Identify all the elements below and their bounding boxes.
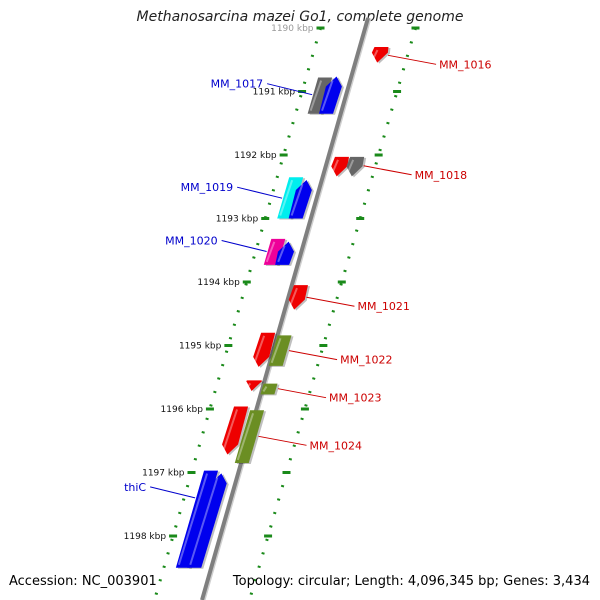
gene-feature[interactable] — [346, 156, 367, 178]
gene-callout[interactable]: thiC — [124, 481, 196, 499]
gene-highlight — [236, 412, 255, 461]
outer-guide-ring — [153, 27, 322, 600]
callout-leader — [288, 350, 338, 361]
kbp-tick-label: 1191 kbp — [253, 88, 296, 98]
gene-body — [288, 285, 308, 310]
gene-callout[interactable]: MM_1023 — [277, 388, 382, 405]
gene-highlight — [246, 382, 252, 388]
gene-body — [187, 473, 227, 568]
gene-callout[interactable]: MM_1018 — [363, 165, 467, 182]
callout-label: thiC — [124, 481, 146, 494]
gene-highlight — [265, 241, 276, 263]
callout-label: MM_1022 — [340, 354, 392, 367]
gene-feature[interactable] — [187, 473, 229, 569]
gene-body — [275, 241, 295, 265]
gene-feature[interactable] — [263, 238, 288, 266]
kbp-tick-label: 1196 kbp — [161, 405, 204, 415]
gene-feature[interactable] — [253, 332, 278, 368]
genome-summary: Topology: circular; Length: 4,096,345 bp… — [232, 574, 590, 589]
callout-leader — [306, 296, 355, 307]
gene-feature[interactable] — [371, 47, 391, 64]
gene-highlight — [270, 338, 282, 364]
gene-feature[interactable] — [246, 380, 265, 392]
callout-leader — [258, 435, 307, 446]
callout-label: MM_1016 — [439, 58, 491, 71]
gene-callout[interactable]: MM_1016 — [387, 54, 492, 71]
gene-callout[interactable]: MM_1024 — [258, 435, 362, 452]
gene-feature[interactable] — [268, 335, 294, 367]
genome-backbone — [200, 17, 370, 600]
callout-label: MM_1020 — [165, 235, 217, 248]
gene-highlight — [290, 183, 304, 216]
gene-highlight — [289, 287, 298, 307]
gene-feature[interactable] — [222, 406, 251, 456]
gene-callout[interactable]: MM_1020 — [165, 235, 267, 253]
gene-body — [331, 156, 349, 177]
gene-body — [319, 76, 342, 114]
gene-highlight — [189, 477, 219, 566]
gene-callout[interactable]: MM_1022 — [288, 350, 393, 367]
gene-body — [260, 383, 278, 395]
gene-body — [175, 470, 219, 568]
gene-highlight — [331, 159, 339, 173]
callout-label: MM_1021 — [357, 300, 409, 313]
accession-label: Accession: NC_003901 — [9, 574, 157, 589]
callout-leader — [277, 388, 327, 399]
gene-feature[interactable] — [260, 383, 280, 396]
kbp-tick-label: 1197 kbp — [142, 469, 185, 479]
kbp-tick-label: 1198 kbp — [124, 532, 167, 542]
gene-callout[interactable]: MM_1021 — [306, 296, 410, 313]
callout-label: MM_1024 — [310, 439, 362, 452]
gene-body — [371, 47, 389, 63]
kbp-tick-label: 1194 kbp — [197, 278, 240, 288]
kbp-tick-label: 1193 kbp — [216, 215, 259, 225]
gene-body — [288, 180, 312, 219]
gene-body — [268, 335, 292, 366]
gene-highlight — [253, 335, 266, 364]
gene-highlight — [346, 159, 355, 173]
callout-label: MM_1018 — [415, 169, 467, 182]
kbp-tick-label: 1195 kbp — [179, 342, 222, 352]
kbp-tick-label: 1190 kbp — [271, 24, 314, 34]
gene-feature[interactable] — [319, 76, 344, 115]
gene-feature[interactable] — [275, 241, 297, 266]
gene-body — [277, 177, 304, 219]
gene-feature[interactable] — [288, 180, 314, 220]
gene-body — [246, 380, 263, 391]
gene-body — [234, 410, 265, 463]
gene-highlight — [277, 245, 286, 263]
gene-highlight — [222, 409, 239, 451]
kbp-tick-label: 1192 kbp — [234, 151, 277, 161]
callout-leader — [363, 165, 412, 176]
callout-label: MM_1017 — [211, 78, 263, 91]
map-title: Methanosarcina mazei Go1, complete genom… — [136, 9, 464, 25]
callout-leader — [387, 54, 437, 65]
callout-leader — [236, 186, 283, 199]
callout-label: MM_1023 — [329, 392, 381, 405]
callout-leader — [150, 486, 196, 499]
gene-feature[interactable] — [331, 156, 351, 178]
callout-leader — [221, 240, 267, 253]
gene-highlight — [321, 80, 334, 112]
inner-guide-ring — [248, 27, 417, 600]
gene-feature[interactable] — [288, 285, 310, 311]
gene-feature[interactable] — [234, 410, 267, 464]
gene-highlight — [309, 80, 323, 112]
gene-body — [253, 332, 276, 367]
callout-leader — [267, 83, 313, 96]
gene-callout[interactable]: MM_1017 — [211, 78, 313, 96]
callout-label: MM_1019 — [181, 181, 233, 194]
gene-highlight — [177, 473, 209, 566]
gene-body — [346, 156, 365, 177]
gene-highlight — [279, 179, 294, 216]
gene-body — [222, 406, 249, 455]
gene-highlight — [262, 386, 268, 392]
gene-callout[interactable]: MM_1019 — [181, 181, 283, 199]
gene-body — [263, 238, 286, 265]
gene-highlight — [372, 49, 379, 60]
